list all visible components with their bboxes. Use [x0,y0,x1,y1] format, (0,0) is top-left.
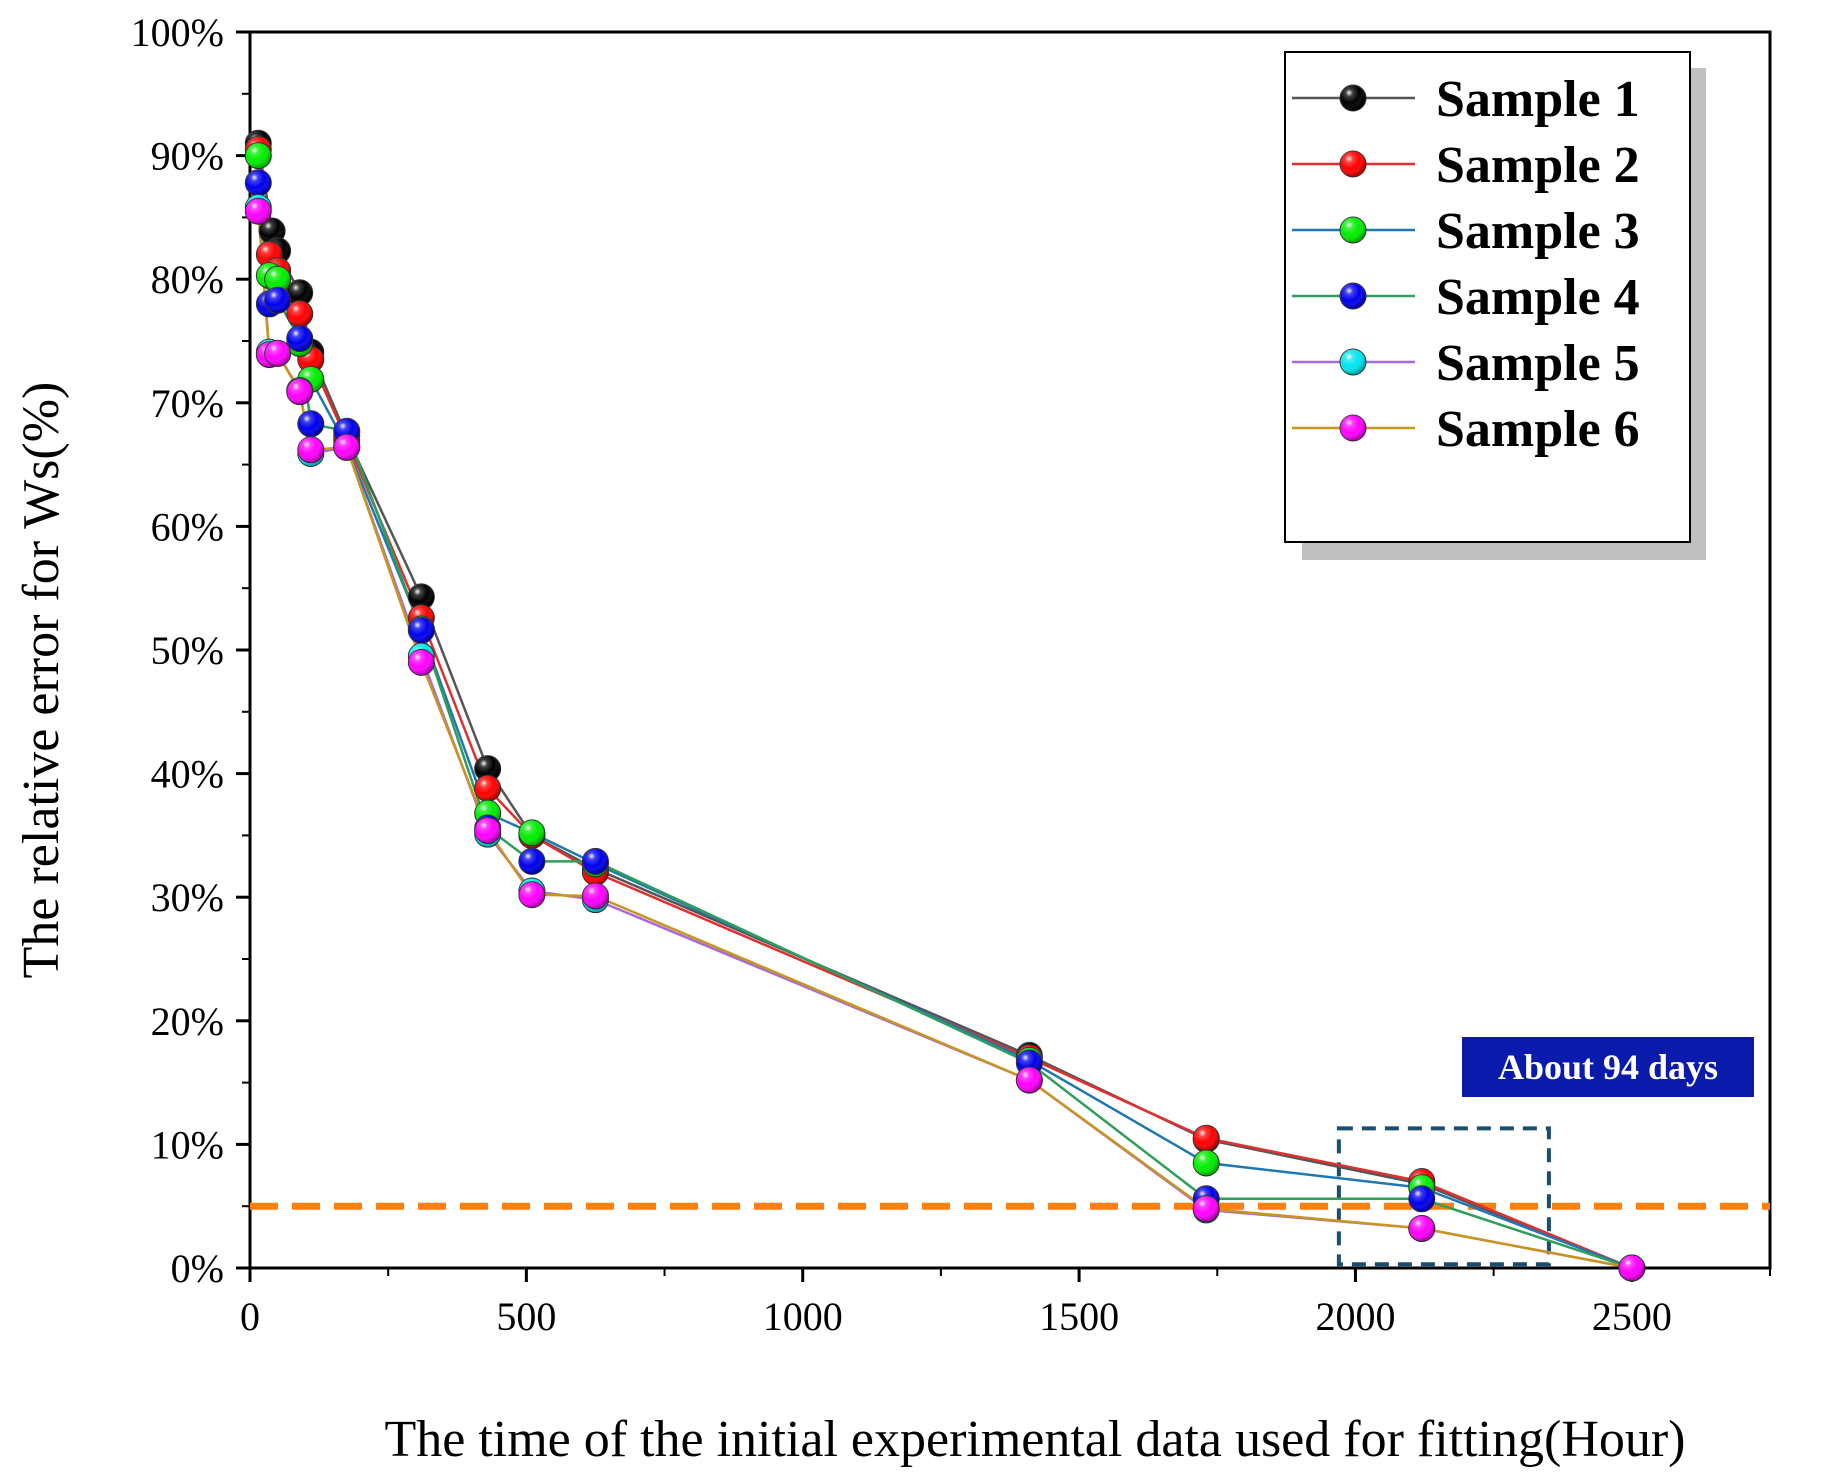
x-tick-label: 0 [240,1294,260,1339]
y-tick-label: 50% [151,628,224,673]
y-tick-label: 40% [151,752,224,797]
legend-marker-sheen [1340,151,1366,177]
y-tick-label: 80% [151,257,224,302]
data-point-sheen [408,583,435,610]
x-tick-label: 1500 [1039,1294,1119,1339]
y-tick-label: 0% [171,1246,224,1291]
data-point-sheen [286,378,313,405]
data-point-sheen [518,819,545,846]
x-axis-title: The time of the initial experimental dat… [384,1411,1685,1468]
data-point-sheen [297,436,324,463]
x-tick-label: 500 [496,1294,556,1339]
annotation-label-box [1462,1037,1754,1097]
data-point-sheen [1193,1125,1220,1152]
legend-label: Sample 3 [1436,203,1640,260]
annotation: About 94 days [1462,1037,1754,1097]
x-tick-label: 2500 [1592,1294,1672,1339]
data-point-sheen [582,882,609,909]
legend-marker-sheen [1340,415,1366,441]
data-point-sheen [1408,1215,1435,1242]
y-tick-label: 30% [151,875,224,920]
data-point-sheen [333,434,360,461]
y-tick-label: 70% [151,381,224,426]
data-point-sheen [245,198,272,225]
y-tick-label: 60% [151,504,224,549]
x-tick-label: 2000 [1315,1294,1395,1339]
y-tick-label: 100% [131,10,224,55]
series-6-markers [244,197,1646,1282]
data-point-sheen [1193,1195,1220,1222]
x-tick-label: 1000 [763,1294,843,1339]
data-point-sheen [286,325,313,352]
data-point-sheen [518,848,545,875]
data-point-sheen [474,817,501,844]
legend-label: Sample 5 [1436,335,1640,392]
data-point-sheen [1618,1255,1645,1281]
data-point-sheen [264,266,291,293]
data-point-sheen [1408,1185,1435,1212]
y-tick-label: 10% [151,1122,224,1167]
data-point-sheen [245,169,272,196]
data-point-sheen [518,881,545,908]
data-point-sheen [582,848,609,875]
data-point-sheen [1193,1149,1220,1176]
data-point-sheen [286,279,313,306]
data-point-sheen [245,142,272,169]
data-point-sheen [408,649,435,676]
data-point-sheen [286,300,313,327]
y-axis-title: The relative error for Ws(%) [13,382,70,979]
y-tick-label: 90% [151,134,224,179]
series-layer [244,129,1646,1282]
legend-label: Sample 6 [1436,401,1640,458]
annotation-label: About 94 days [1498,1047,1718,1087]
highlight-box [1336,1126,1551,1267]
legend-label: Sample 1 [1436,71,1640,128]
legend-label: Sample 4 [1436,269,1640,326]
data-point-sheen [408,617,435,644]
data-point-sheen [474,755,501,782]
axes: 0% 10% 20% 30% 40% 50% 60% 70% 80% 90% 100% 0 500 100… [131,10,1772,1339]
legend-marker-sheen [1340,283,1366,309]
y-tick-label: 20% [151,999,224,1044]
legend: Sample 1 Sample 2 Sample 3 Sample 4 Sample 5… [1284,51,1706,560]
legend-marker-sheen [1340,217,1366,243]
data-point-sheen [264,287,291,314]
data-point-sheen [1016,1067,1043,1094]
legend-label: Sample 2 [1436,137,1640,194]
legend-marker-sheen [1340,349,1366,375]
data-point-sheen [474,775,501,802]
legend-marker-sheen [1340,85,1366,111]
data-point-sheen [264,340,291,367]
data-point-sheen [297,410,324,437]
